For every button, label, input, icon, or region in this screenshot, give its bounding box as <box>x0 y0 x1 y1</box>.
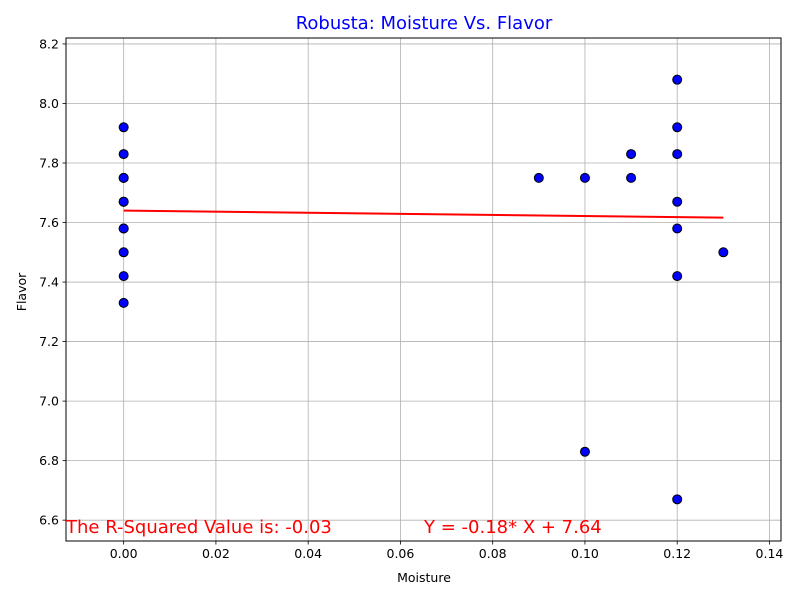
data-point <box>118 122 129 133</box>
x-tick-label: 0.10 <box>571 546 599 561</box>
data-point <box>118 223 129 234</box>
y-tick-label: 6.8 <box>39 453 59 468</box>
x-tick-label: 0.14 <box>756 546 784 561</box>
regression-equation-annotation: Y = -0.18* X + 7.64 <box>423 517 602 538</box>
r-squared-annotation: The R-Squared Value is: -0.03 <box>65 517 332 538</box>
regression-line <box>123 209 724 219</box>
grid <box>66 38 781 541</box>
data-point <box>718 247 729 258</box>
y-tick-label: 8.2 <box>39 36 59 51</box>
y-tick-label: 7.6 <box>39 215 59 230</box>
data-point <box>626 149 637 160</box>
y-tick-label: 7.0 <box>39 394 59 409</box>
data-point <box>579 446 590 457</box>
x-tick-label: 0.02 <box>202 546 230 561</box>
chart-title: Robusta: Moisture Vs. Flavor <box>296 13 553 34</box>
x-tick-label: 0.06 <box>387 546 415 561</box>
x-tick-label: 0.00 <box>110 546 138 561</box>
data-point <box>672 271 683 282</box>
y-tick-label: 7.4 <box>39 275 59 290</box>
data-point <box>672 494 683 505</box>
regression-line-layer <box>123 209 724 219</box>
data-point <box>672 196 683 207</box>
x-tick-label: 0.08 <box>479 546 507 561</box>
x-tick-label: 0.12 <box>663 546 691 561</box>
x-tick-label: 0.04 <box>294 546 322 561</box>
data-point <box>118 247 129 258</box>
data-point <box>672 223 683 234</box>
y-tick-label: 8.0 <box>39 96 59 111</box>
data-point <box>672 74 683 85</box>
data-points <box>118 74 729 505</box>
plot-frame <box>65 37 782 542</box>
data-point <box>626 172 637 183</box>
data-point <box>118 172 129 183</box>
y-tick-label: 7.2 <box>39 334 59 349</box>
x-axis-label: Moisture <box>397 570 451 585</box>
data-point <box>579 172 590 183</box>
y-tick-label: 6.6 <box>39 513 59 528</box>
data-point <box>118 297 129 308</box>
data-point <box>118 271 129 282</box>
y-tick-label: 7.8 <box>39 156 59 171</box>
data-point <box>672 149 683 160</box>
data-point <box>118 149 129 160</box>
data-point <box>672 122 683 133</box>
ticks: 0.00 0.02 0.04 0.06 0.08 0.10 0.12 0.14 6.6 6.8 7.… <box>39 36 783 561</box>
y-axis-label: Flavor <box>14 272 29 311</box>
data-point <box>118 196 129 207</box>
data-point <box>533 172 544 183</box>
